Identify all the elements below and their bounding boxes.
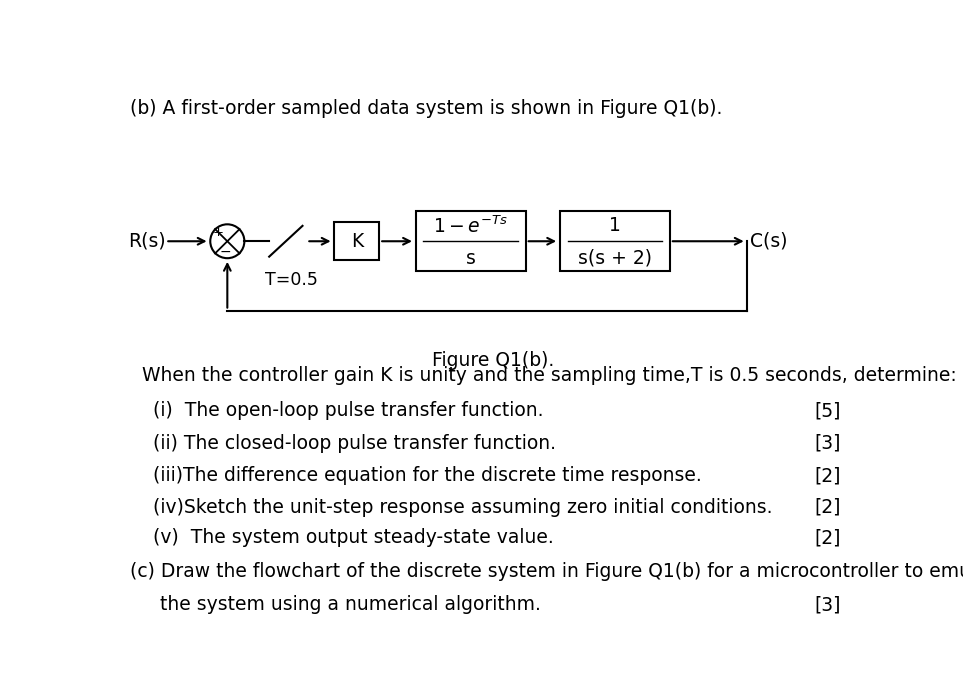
Bar [334,222,379,261]
Text: (i)  The open-loop pulse transfer function.: (i) The open-loop pulse transfer functio… [153,402,543,420]
Text: T=0.5: T=0.5 [265,270,318,288]
Text: (ii) The closed-loop pulse transfer function.: (ii) The closed-loop pulse transfer func… [153,434,556,452]
Text: [2]: [2] [815,498,841,516]
Text: 1: 1 [609,216,621,236]
Text: [2]: [2] [815,528,841,548]
Text: the system using a numerical algorithm.: the system using a numerical algorithm. [130,596,540,614]
Text: [3]: [3] [815,434,841,452]
Text: When the controller gain K is unity and the sampling time,T is 0.5 seconds, dete: When the controller gain K is unity and … [143,366,957,385]
Text: s: s [466,249,476,268]
Text: [2]: [2] [815,466,841,485]
Bar [560,211,670,271]
Text: [3]: [3] [815,596,841,614]
Text: −: − [220,245,231,259]
Text: (iii)The difference equation for the discrete time response.: (iii)The difference equation for the dis… [153,466,702,485]
Text: R(s): R(s) [128,231,166,251]
Text: $1 - e^{-Ts}$: $1 - e^{-Ts}$ [433,215,508,236]
Text: s(s + 2): s(s + 2) [578,249,652,268]
Text: C(s): C(s) [749,231,787,251]
Text: Figure Q1(b).: Figure Q1(b). [432,350,555,370]
Text: (iv)Sketch the unit-step response assuming zero initial conditions.: (iv)Sketch the unit-step response assumi… [153,498,772,516]
Text: (v)  The system output steady-state value.: (v) The system output steady-state value… [153,528,554,548]
Text: (c) Draw the flowchart of the discrete system in Figure Q1(b) for a microcontrol: (c) Draw the flowchart of the discrete s… [130,562,963,581]
Text: K: K [351,231,363,251]
Text: (b) A first-order sampled data system is shown in Figure Q1(b).: (b) A first-order sampled data system is… [130,99,722,117]
Text: [5]: [5] [815,402,841,420]
Text: +: + [213,226,223,239]
Bar [416,211,526,271]
